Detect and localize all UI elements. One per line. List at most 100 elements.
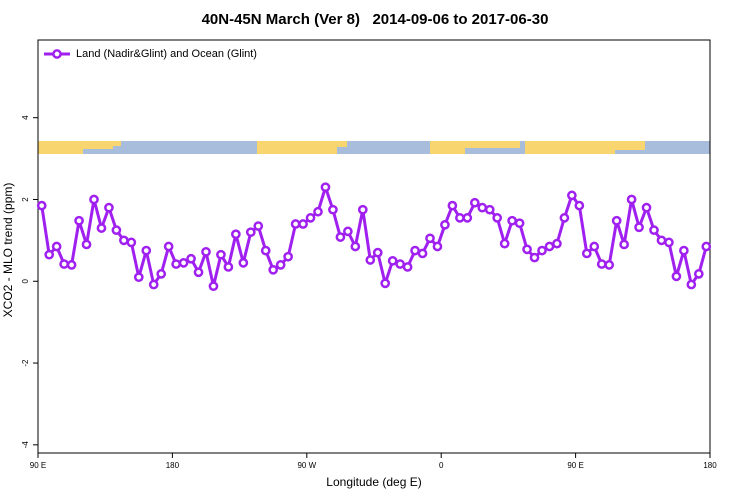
- data-point: [44, 249, 55, 260]
- x-tick-label: 90 E: [567, 461, 583, 470]
- data-point: [581, 248, 592, 259]
- data-point: [81, 239, 92, 250]
- data-point: [245, 227, 256, 238]
- data-point: [574, 200, 585, 211]
- data-point: [529, 252, 540, 263]
- data-point: [634, 222, 644, 233]
- data-point: [148, 279, 159, 290]
- x-tick-label: 0: [439, 461, 444, 470]
- data-point: [544, 241, 555, 252]
- data-point: [596, 259, 607, 269]
- data-point: [350, 241, 361, 252]
- data-point: [119, 235, 129, 246]
- data-point: [126, 237, 137, 248]
- data-point: [447, 200, 458, 211]
- data-point: [163, 241, 174, 252]
- legend-marker: [52, 49, 62, 59]
- data-point: [589, 241, 600, 252]
- data-point: [611, 215, 622, 226]
- y-tick-label: -2: [21, 359, 30, 367]
- y-tick-label: 4: [21, 115, 30, 120]
- data-point: [656, 235, 667, 246]
- data-point: [484, 204, 495, 215]
- y-axis-label: XCO2 - MLO trend (ppm): [1, 183, 15, 318]
- data-point: [693, 269, 704, 279]
- data-point: [440, 219, 450, 230]
- data-point: [372, 247, 383, 258]
- data-point: [74, 215, 84, 226]
- data-point: [701, 241, 712, 252]
- data-point: [328, 204, 338, 215]
- x-tick-label: 90 W: [297, 461, 316, 470]
- data-point: [626, 194, 637, 205]
- data-point: [208, 281, 219, 292]
- y-tick-label: 2: [21, 197, 30, 202]
- data-point: [260, 245, 271, 256]
- x-tick-label: 180: [703, 461, 717, 470]
- data-point: [410, 245, 420, 256]
- data-point: [178, 258, 189, 268]
- data-point: [66, 260, 77, 270]
- data-point: [664, 237, 674, 248]
- data-point: [469, 197, 480, 208]
- data-point: [686, 279, 697, 290]
- data-point: [253, 221, 264, 231]
- data-point: [514, 218, 525, 229]
- surface-strip: [38, 141, 710, 154]
- data-point: [193, 267, 204, 278]
- data-point: [417, 248, 428, 259]
- data-point: [313, 206, 323, 217]
- data-point: [387, 255, 398, 266]
- data-point: [559, 213, 570, 223]
- data-point: [231, 229, 241, 240]
- x-tick-label: 90 E: [30, 461, 46, 470]
- data-point: [343, 226, 353, 237]
- data-point: [186, 253, 196, 264]
- data-point: [567, 190, 577, 201]
- data-point: [522, 244, 532, 255]
- y-tick-label: 0: [21, 278, 30, 283]
- data-point: [238, 258, 249, 268]
- data-point: [201, 246, 211, 257]
- data-point: [492, 213, 503, 223]
- data-point: [268, 264, 279, 275]
- data-point: [477, 202, 488, 213]
- data-point: [380, 278, 391, 289]
- data-point: [275, 260, 286, 270]
- data-point: [104, 202, 114, 213]
- x-axis-label: Longitude (deg E): [326, 475, 421, 489]
- data-point: [499, 238, 510, 249]
- data-point: [320, 182, 331, 193]
- data-point: [171, 259, 181, 269]
- data-point: [402, 262, 413, 272]
- data-point: [552, 238, 562, 249]
- data-point: [604, 260, 615, 270]
- data-point: [298, 219, 308, 229]
- data-point: [425, 233, 435, 244]
- data-point: [141, 245, 152, 256]
- data-point: [133, 272, 144, 283]
- data-point: [96, 223, 107, 233]
- data-point: [357, 204, 368, 215]
- data-point: [395, 259, 405, 269]
- legend-label: Land (Nadir&Glint) and Ocean (Glint): [76, 48, 257, 60]
- data-point: [59, 259, 69, 269]
- data-point: [335, 232, 346, 242]
- data-point: [223, 262, 234, 272]
- data-point: [365, 255, 376, 265]
- data-point: [89, 194, 99, 205]
- data-point: [455, 213, 465, 223]
- data-point: [649, 225, 659, 235]
- data-point: [290, 219, 301, 229]
- data-point: [36, 200, 47, 211]
- data-point: [432, 241, 443, 252]
- data-point: [305, 213, 316, 223]
- data-point: [507, 215, 517, 226]
- x-tick-label: 180: [166, 461, 180, 470]
- data-point: [462, 213, 473, 223]
- data-point: [671, 271, 682, 282]
- data-point: [111, 225, 122, 235]
- chart-title: 40N-45N March (Ver 8) 2014-09-06 to 2017…: [202, 11, 549, 28]
- series-line: [40, 182, 708, 289]
